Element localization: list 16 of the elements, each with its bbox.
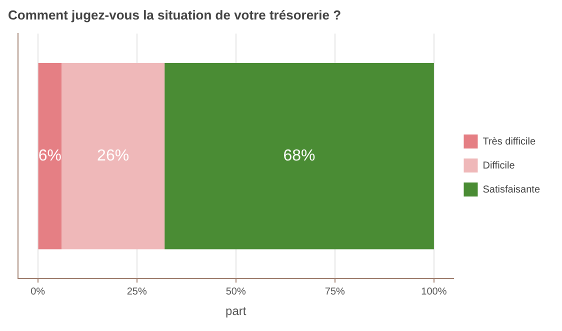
- data-label: 68%: [283, 148, 316, 165]
- x-tick-label: 100%: [421, 286, 447, 298]
- x-tick-label: 0%: [30, 286, 46, 298]
- x-axis-title: part: [226, 304, 247, 318]
- legend-label: Difficile: [482, 160, 516, 172]
- data-label: 6%: [38, 148, 62, 165]
- x-tick-label: 25%: [126, 286, 147, 298]
- chart-title: Comment jugez-vous la situation de votre trésorerie ?: [8, 7, 342, 22]
- bar: [62, 63, 165, 250]
- x-tick-label: 50%: [226, 286, 246, 298]
- bar: [164, 63, 434, 250]
- bar: [38, 63, 62, 250]
- x-tick-label: 75%: [324, 286, 346, 298]
- legend-label: Satisfaisante: [482, 184, 540, 196]
- data-label: 26%: [97, 148, 130, 165]
- legend-label: Très difficile: [482, 136, 536, 148]
